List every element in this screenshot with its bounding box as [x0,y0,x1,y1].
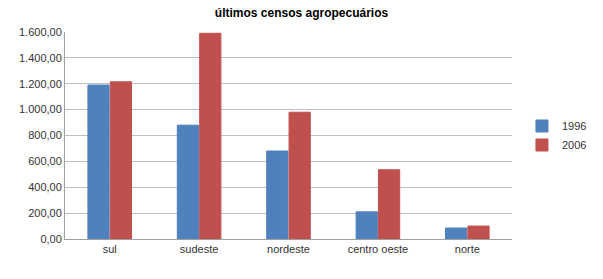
svg-text:1.000,00: 1.000,00 [19,103,62,115]
svg-text:0,00: 0,00 [40,233,61,245]
svg-text:200,00: 200,00 [28,207,62,219]
svg-text:1.200,00: 1.200,00 [19,78,62,90]
svg-text:últimos censos agropecuários: últimos censos agropecuários [215,6,389,20]
svg-text:norte: norte [455,243,480,255]
svg-text:sudeste: sudeste [180,243,219,255]
svg-text:1.600,00: 1.600,00 [19,26,62,38]
svg-text:centro oeste: centro oeste [348,243,409,255]
svg-text:400,00: 400,00 [28,181,62,193]
svg-text:nordeste: nordeste [267,243,310,255]
svg-text:800,00: 800,00 [28,129,62,141]
svg-text:1.400,00: 1.400,00 [19,52,62,64]
svg-text:sul: sul [103,243,117,255]
svg-text:1996: 1996 [562,120,586,132]
svg-text:600,00: 600,00 [28,155,62,167]
svg-text:2006: 2006 [562,139,586,151]
